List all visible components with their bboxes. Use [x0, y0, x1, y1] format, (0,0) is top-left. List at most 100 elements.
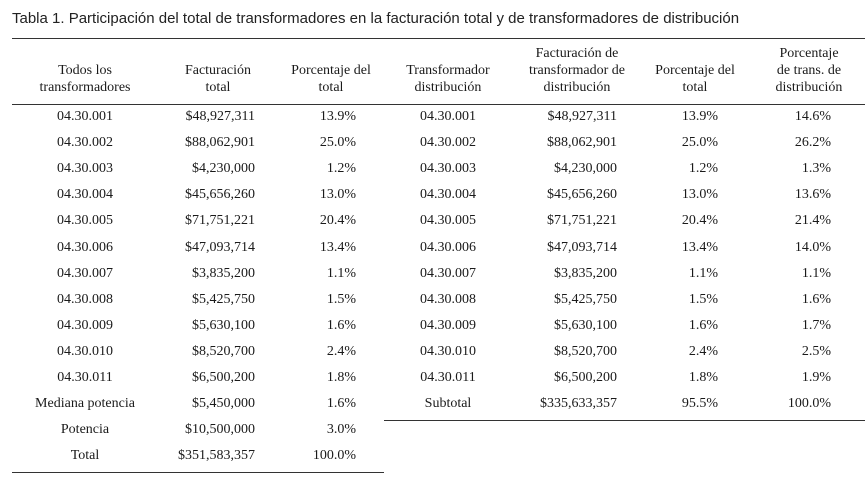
column-header: distribución — [775, 80, 843, 95]
left-table-cell: $45,656,260 — [185, 187, 255, 203]
left-table-cell: Mediana potencia — [35, 396, 135, 412]
right-table-cell: 04.30.010 — [420, 343, 476, 359]
left-table-cell: $5,630,100 — [192, 317, 255, 333]
left-table-cell: 04.30.005 — [57, 213, 113, 229]
left-table-cell: 04.30.004 — [57, 187, 113, 203]
left-table-cell: Total — [70, 448, 100, 464]
left-table-cell: 04.30.007 — [57, 265, 113, 281]
right-table-cell: 13.4% — [681, 239, 718, 255]
right-table-cell: 100.0% — [787, 396, 831, 412]
column-header: Todos los — [58, 63, 112, 78]
left-table-cell: 04.30.003 — [57, 161, 113, 177]
right-table-cell: $3,835,200 — [554, 265, 617, 281]
right-table-cell: 1.2% — [688, 161, 718, 177]
column-header: Transformador — [406, 63, 490, 78]
right-table-cell: $8,520,700 — [554, 343, 617, 359]
right-table-cell: 04.30.008 — [420, 291, 476, 307]
column-header: Porcentaje — [779, 46, 839, 61]
left-table-cell: $47,093,714 — [185, 239, 255, 255]
left-table-cell: 100.0% — [312, 448, 356, 464]
column-header: transformadores — [39, 80, 131, 95]
right-table-cell: 14.0% — [794, 239, 831, 255]
right-table-cell: $48,927,311 — [547, 109, 617, 124]
left-table-cell: $8,520,700 — [192, 343, 255, 359]
right-table-cell: $5,425,750 — [554, 291, 617, 307]
right-table-cell: 13.9% — [681, 109, 718, 124]
left-table-cell: $10,500,000 — [185, 422, 255, 438]
right-table-cell: 13.6% — [794, 187, 831, 203]
column-header: distribución — [543, 80, 611, 95]
left-table-cell: $88,062,901 — [185, 135, 255, 151]
right-table-cell: $6,500,200 — [554, 370, 617, 385]
right-table-cell: 21.4% — [794, 213, 831, 229]
left-table-cell: 3.0% — [326, 422, 356, 438]
left-table-cell: 04.30.010 — [57, 343, 113, 359]
left-table-cell: 13.4% — [319, 239, 356, 255]
left-table-cell: 04.30.009 — [57, 317, 113, 333]
right-table-cell: 1.3% — [801, 161, 831, 177]
top-rule — [12, 38, 865, 39]
right-table-cell: 1.8% — [688, 370, 718, 385]
column-header: total — [682, 80, 708, 95]
right-table-cell: 13.0% — [681, 187, 718, 203]
column-header: Facturación — [184, 63, 252, 78]
left-table-cell: 1.2% — [326, 161, 356, 177]
left-table-cell: Potencia — [60, 422, 110, 438]
left-table-cell: 1.8% — [326, 370, 356, 385]
left-table-cell: 04.30.011 — [57, 370, 113, 385]
right-table-cell: 04.30.004 — [420, 187, 476, 203]
right-table-cell: 95.5% — [681, 396, 718, 412]
left-table-cell: 13.9% — [319, 109, 356, 124]
left-table-cell: $5,425,750 — [192, 291, 255, 307]
left-table-cell: $5,450,000 — [192, 396, 255, 412]
right-table-cell: $4,230,000 — [554, 161, 617, 177]
right-table-cell: $335,633,357 — [540, 396, 617, 412]
right-table-cell: $71,751,221 — [547, 213, 617, 229]
left-table-cell: 04.30.001 — [57, 109, 113, 124]
right-table-cell: 04.30.011 — [420, 370, 476, 385]
right-table-cell: 1.1% — [688, 265, 718, 281]
left-table-cell: $71,751,221 — [185, 213, 255, 229]
right-table-cell: 04.30.006 — [420, 239, 476, 255]
left-table-cell: 1.6% — [326, 317, 356, 333]
right-table-cell: 1.7% — [801, 317, 831, 333]
table-caption: Tabla 1. Participación del total de tran… — [12, 10, 740, 27]
right-table-cell: 1.9% — [801, 370, 831, 385]
left-table-cell: 04.30.006 — [57, 239, 113, 255]
left-table-cell: $351,583,357 — [178, 448, 255, 464]
left-table-cell: 1.6% — [326, 396, 356, 412]
right-table-cell: 1.6% — [688, 317, 718, 333]
right-table-cell: 04.30.003 — [420, 161, 476, 177]
right-table-cell: $47,093,714 — [547, 239, 617, 255]
left-table-cell: 2.4% — [326, 343, 356, 359]
left-table-cell: $6,500,200 — [192, 370, 255, 385]
right-table-cell: 1.5% — [688, 291, 718, 307]
left-table-cell: $48,927,311 — [185, 109, 255, 124]
bottom-rule — [12, 472, 384, 473]
left-table-cell: 13.0% — [319, 187, 356, 203]
right-table-cell: 20.4% — [681, 213, 718, 229]
column-header: transformador de — [528, 63, 626, 78]
header-rule — [12, 104, 865, 105]
column-header: total — [205, 80, 231, 95]
right-table-cell: 04.30.009 — [420, 317, 476, 333]
column-header: Porcentaje del — [291, 63, 371, 78]
left-table-cell: 04.30.008 — [57, 291, 113, 307]
left-table-cell: 04.30.002 — [57, 135, 113, 151]
left-table-cell: 1.5% — [326, 291, 356, 307]
right-table-cell: $45,656,260 — [547, 187, 617, 203]
column-header: distribución — [414, 80, 482, 95]
left-table-cell: 1.1% — [326, 265, 356, 281]
column-header: Porcentaje del — [655, 63, 735, 78]
right-table-cell: 04.30.007 — [420, 265, 476, 281]
right-table-cell: 1.6% — [801, 291, 831, 307]
left-table-cell: $4,230,000 — [192, 161, 255, 177]
right-table-cell: 2.4% — [688, 343, 718, 359]
right-table-cell: $88,062,901 — [547, 135, 617, 151]
right-table-cell: 04.30.005 — [420, 213, 476, 229]
right-table-cell: 14.6% — [794, 109, 831, 124]
right-table-cell: 04.30.001 — [420, 109, 476, 124]
right-table-cell: $5,630,100 — [554, 317, 617, 333]
right-table-cell: 1.1% — [801, 265, 831, 281]
right-table-cell: 25.0% — [681, 135, 718, 151]
